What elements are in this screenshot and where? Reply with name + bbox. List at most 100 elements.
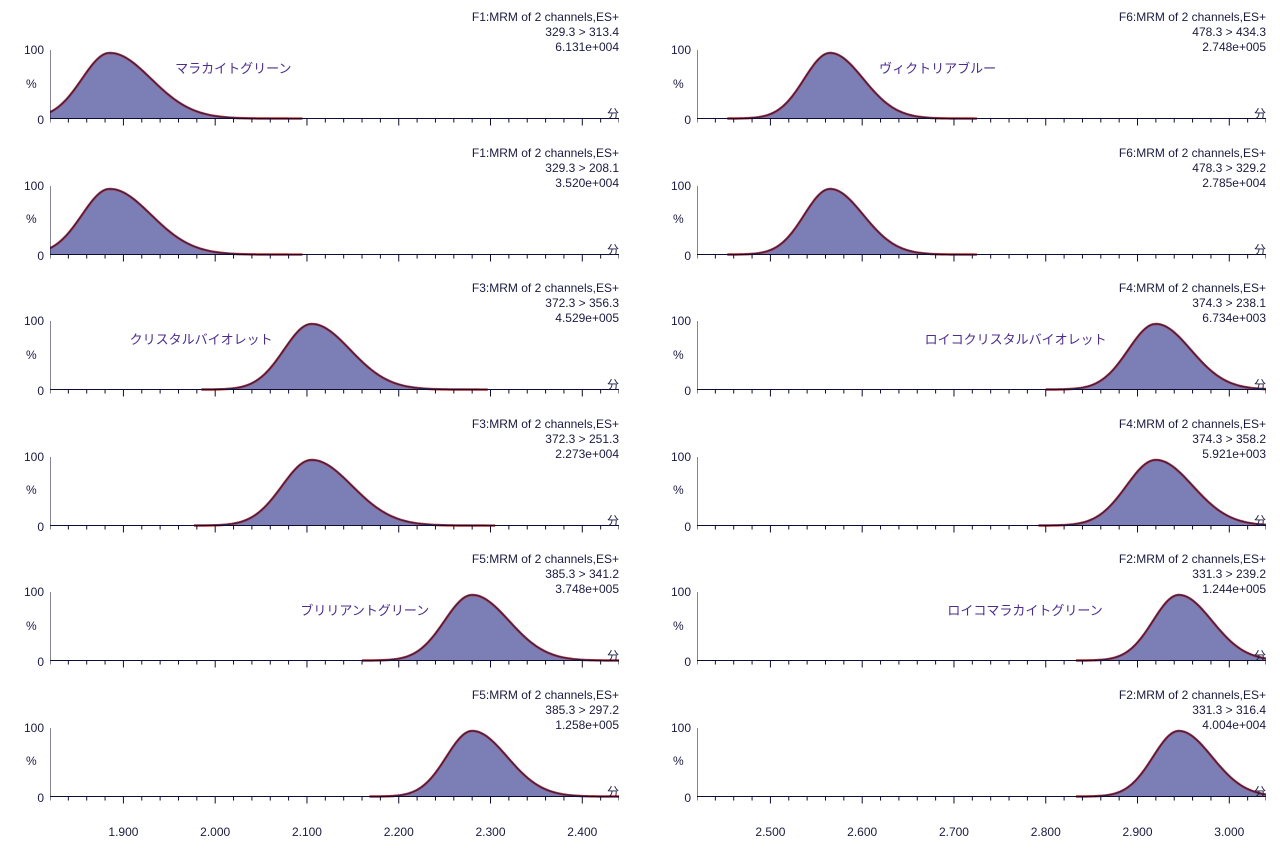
chromatogram-panel: F4:MRM of 2 channels,ES+374.3 > 238.16.7… — [655, 281, 1272, 417]
chromatogram-panel: F5:MRM of 2 channels,ES+385.3 > 341.23.7… — [8, 552, 625, 688]
plot-area: 1000%分 — [697, 455, 1266, 535]
y-tick-label: 0 — [684, 655, 697, 669]
y-tick-label: 0 — [37, 384, 50, 398]
plot-area: 1000%分 — [50, 184, 619, 264]
chromatogram-svg — [697, 184, 1266, 264]
chromatogram-grid: F1:MRM of 2 channels,ES+329.3 > 313.46.1… — [8, 10, 1272, 847]
compound-label: ブリリアントグリーン — [300, 600, 429, 619]
y-tick-label: 0 — [37, 249, 50, 263]
panel-header-line: 385.3 > 297.2 — [472, 703, 619, 718]
y-tick-label: 100 — [671, 450, 697, 464]
x-tick-label: 2.000 — [200, 825, 230, 839]
x-axis-labels: 1.9002.0002.1002.2002.3002.400 — [50, 823, 619, 847]
y-tick-label: 100 — [671, 585, 697, 599]
chromatogram-panel: F3:MRM of 2 channels,ES+372.3 > 356.34.5… — [8, 281, 625, 417]
panel-header-line: 478.3 > 434.3 — [1119, 25, 1266, 40]
plot-area: 1000%分マラカイトグリーン — [50, 48, 619, 128]
peak-fill — [1038, 459, 1266, 525]
chromatogram-panel: F2:MRM of 2 channels,ES+331.3 > 316.44.0… — [655, 688, 1272, 824]
column-1: F6:MRM of 2 channels,ES+478.3 > 434.32.7… — [655, 10, 1272, 847]
x-axis-unit: 分 — [1254, 241, 1266, 258]
panel-header-line: F6:MRM of 2 channels,ES+ — [1119, 10, 1266, 25]
chromatogram-panel: F1:MRM of 2 channels,ES+329.3 > 313.46.1… — [8, 10, 625, 146]
y-tick-label: 100 — [671, 43, 697, 57]
y-tick-label: 0 — [684, 384, 697, 398]
y-tick-label: 0 — [684, 249, 697, 263]
panel-header-line: F5:MRM of 2 channels,ES+ — [472, 688, 619, 703]
x-tick-label: 2.600 — [847, 825, 877, 839]
chromatogram-svg — [697, 726, 1266, 806]
chromatogram-panel: F1:MRM of 2 channels,ES+329.3 > 208.13.5… — [8, 146, 625, 282]
y-tick-label: 100 — [24, 585, 50, 599]
compound-label: マラカイトグリーン — [175, 58, 291, 77]
y-tick-label: 100 — [671, 179, 697, 193]
y-axis-unit: % — [673, 77, 684, 91]
y-axis-unit: % — [673, 619, 684, 633]
y-tick-label: 0 — [37, 791, 50, 805]
x-tick-label: 1.900 — [108, 825, 138, 839]
chromatogram-svg — [697, 455, 1266, 535]
x-axis-unit: 分 — [607, 647, 619, 664]
plot-area: 1000%分 — [50, 726, 619, 806]
x-axis-unit: 分 — [1254, 105, 1266, 122]
y-axis-unit: % — [673, 348, 684, 362]
x-axis-unit: 分 — [1254, 512, 1266, 529]
y-tick-label: 0 — [684, 791, 697, 805]
y-axis-unit: % — [26, 483, 37, 497]
panel-header-line: 372.3 > 251.3 — [472, 432, 619, 447]
x-tick-label: 3.000 — [1214, 825, 1244, 839]
x-axis-unit: 分 — [607, 241, 619, 258]
y-tick-label: 100 — [24, 179, 50, 193]
panel-header-line: F1:MRM of 2 channels,ES+ — [472, 10, 619, 25]
y-tick-label: 100 — [671, 721, 697, 735]
chromatogram-panel: F6:MRM of 2 channels,ES+478.3 > 434.32.7… — [655, 10, 1272, 146]
x-axis-unit: 分 — [607, 105, 619, 122]
y-tick-label: 0 — [684, 113, 697, 127]
x-axis-unit: 分 — [607, 512, 619, 529]
compound-label: ロイコマラカイトグリーン — [947, 600, 1102, 619]
x-tick-label: 2.300 — [476, 825, 506, 839]
panel-header-line: 374.3 > 358.2 — [1119, 432, 1266, 447]
panel-header-line: F3:MRM of 2 channels,ES+ — [472, 417, 619, 432]
panel-header-line: 331.3 > 239.2 — [1119, 567, 1266, 582]
chromatogram-panel: F4:MRM of 2 channels,ES+374.3 > 358.25.9… — [655, 417, 1272, 553]
panel-header-line: 385.3 > 341.2 — [472, 567, 619, 582]
x-axis-unit: 分 — [1254, 647, 1266, 664]
peak-fill — [727, 189, 977, 255]
panel-header-line: F1:MRM of 2 channels,ES+ — [472, 146, 619, 161]
y-tick-label: 0 — [37, 113, 50, 127]
peak-fill — [50, 188, 302, 254]
panel-header-line: F2:MRM of 2 channels,ES+ — [1119, 688, 1266, 703]
peak-fill — [194, 459, 495, 525]
plot-area: 1000%分ロイコマラカイトグリーン — [697, 590, 1266, 670]
y-tick-label: 100 — [24, 721, 50, 735]
compound-label: ロイコクリスタルバイオレット — [925, 329, 1107, 348]
plot-area: 1000%分クリスタルバイオレット — [50, 319, 619, 399]
x-tick-label: 2.200 — [384, 825, 414, 839]
x-tick-label: 2.500 — [755, 825, 785, 839]
plot-area: 1000%分 — [697, 184, 1266, 264]
chromatogram-panel: F5:MRM of 2 channels,ES+385.3 > 297.21.2… — [8, 688, 625, 824]
panel-header-line: F4:MRM of 2 channels,ES+ — [1119, 417, 1266, 432]
x-tick-label: 2.400 — [567, 825, 597, 839]
y-tick-label: 0 — [684, 520, 697, 534]
plot-area: 1000%分ヴィクトリアブルー — [697, 48, 1266, 128]
compound-label: ヴィクトリアブルー — [879, 58, 996, 77]
panel-header-line: 329.3 > 208.1 — [472, 161, 619, 176]
y-tick-label: 0 — [37, 655, 50, 669]
x-tick-label: 2.800 — [1031, 825, 1061, 839]
y-tick-label: 100 — [24, 314, 50, 328]
compound-label: クリスタルバイオレット — [130, 329, 273, 348]
y-axis-unit: % — [673, 212, 684, 226]
panel-header-line: F2:MRM of 2 channels,ES+ — [1119, 552, 1266, 567]
y-axis-unit: % — [26, 619, 37, 633]
chromatogram-svg — [50, 455, 619, 535]
peak-fill — [1076, 731, 1266, 797]
chromatogram-svg — [50, 184, 619, 264]
chromatogram-panel: F2:MRM of 2 channels,ES+331.3 > 239.21.2… — [655, 552, 1272, 688]
y-axis-unit: % — [26, 77, 37, 91]
panel-header-line: F5:MRM of 2 channels,ES+ — [472, 552, 619, 567]
x-axis-unit: 分 — [1254, 783, 1266, 800]
peak-fill — [1076, 595, 1266, 661]
panel-header-line: 329.3 > 313.4 — [472, 25, 619, 40]
